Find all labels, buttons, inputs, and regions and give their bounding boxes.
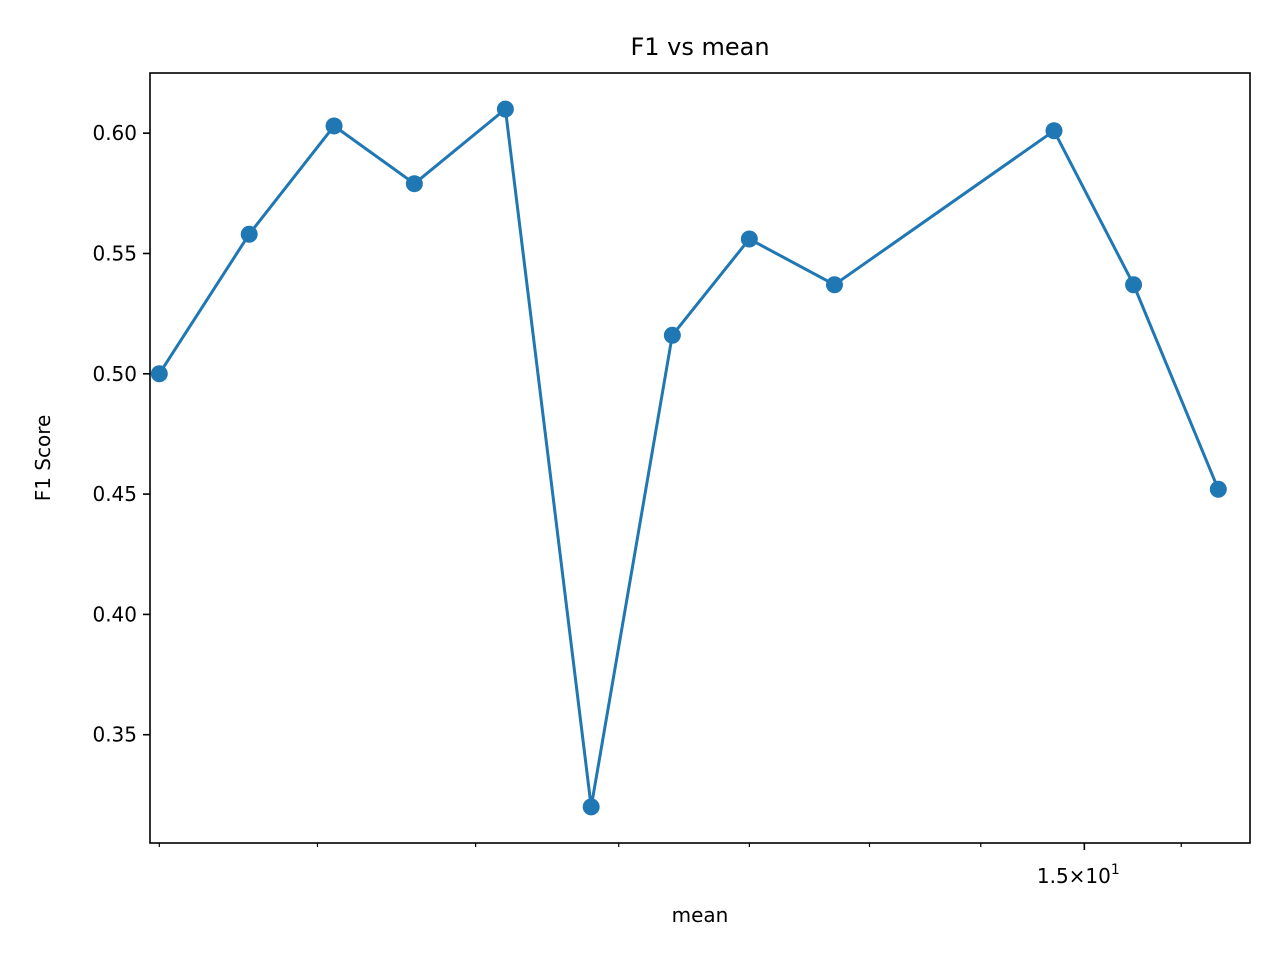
data-point [1125, 276, 1143, 294]
y-tick-label: 0.45 [92, 482, 137, 506]
x-tick-label-exponent: 1 [1111, 862, 1120, 878]
data-point [1209, 480, 1227, 498]
x-axis-label: mean [672, 903, 729, 927]
x-tick-label: 1.5×101 [1037, 862, 1120, 888]
data-point [405, 175, 423, 193]
data-point [240, 225, 258, 243]
y-tick-label: 0.35 [92, 723, 137, 747]
data-point [1045, 122, 1063, 140]
data-point [325, 117, 343, 135]
series-line [158, 107, 1220, 809]
data-point [663, 326, 681, 344]
y-tick-label: 0.55 [92, 241, 137, 265]
data-point [740, 230, 758, 248]
y-axis-label: F1 Score [31, 415, 55, 502]
chart-title: F1 vs mean [630, 33, 769, 61]
data-point [582, 798, 600, 816]
plot-frame [149, 72, 1251, 844]
data-point [825, 276, 843, 294]
plot-area: 0.35 0.40 0.45 0.50 0.55 0.60 1.5×101 [92, 72, 1251, 888]
y-tick-label: 0.40 [92, 602, 137, 626]
data-point [496, 100, 514, 118]
y-tick-label: 0.60 [92, 121, 137, 145]
y-tick-label: 0.50 [92, 362, 137, 386]
data-point [150, 365, 168, 383]
